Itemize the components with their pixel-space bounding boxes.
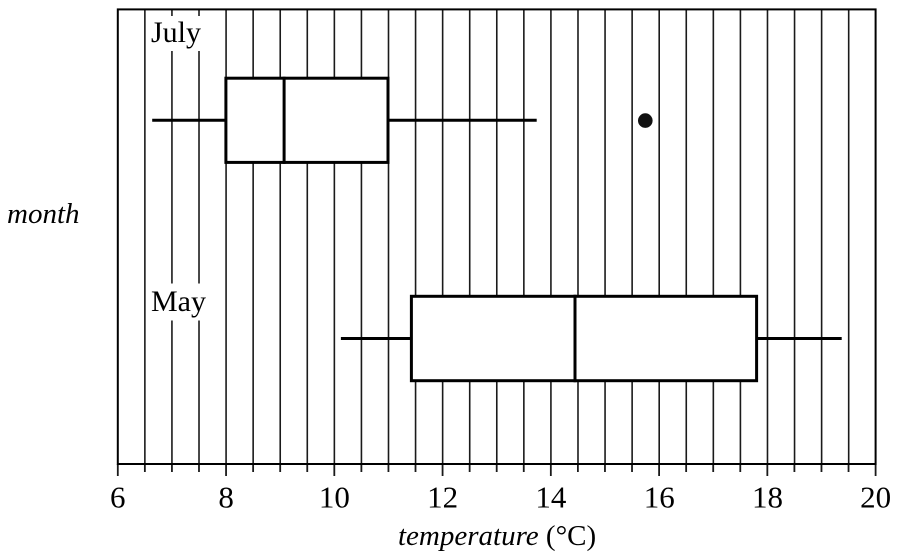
svg-text:May: May [151, 285, 206, 318]
svg-text:temperature (°C): temperature (°C) [398, 520, 596, 552]
svg-text:16: 16 [644, 480, 675, 515]
svg-text:18: 18 [752, 480, 783, 515]
svg-text:12: 12 [427, 480, 458, 515]
svg-text:14: 14 [535, 480, 567, 515]
svg-text:20: 20 [860, 480, 891, 515]
svg-text:6: 6 [110, 480, 126, 515]
svg-text:July: July [151, 16, 201, 49]
svg-text:8: 8 [218, 480, 234, 515]
svg-text:10: 10 [319, 480, 350, 515]
svg-text:month: month [7, 198, 80, 230]
